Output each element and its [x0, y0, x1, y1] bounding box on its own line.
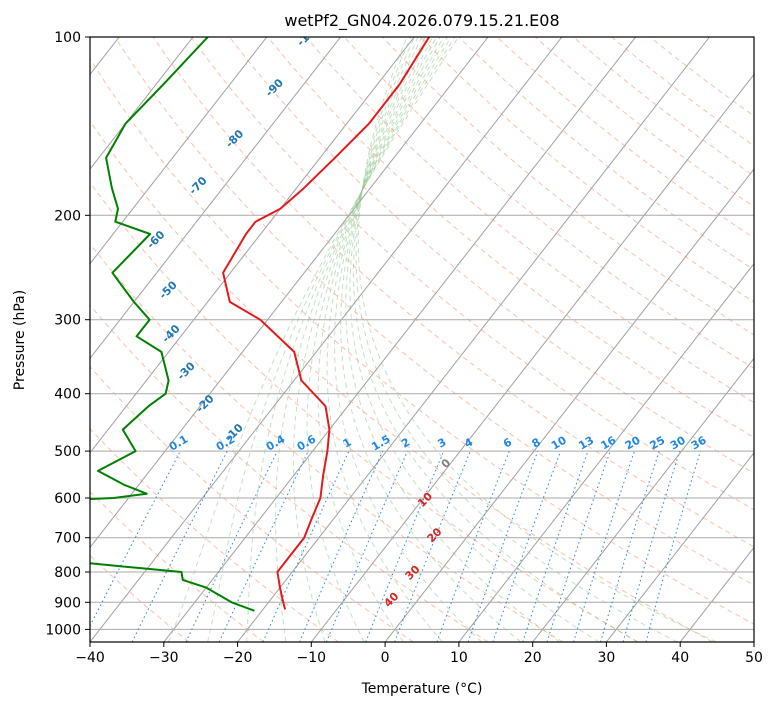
dry-adiabat-line	[0, 37, 638, 642]
moist-adiabat-label: 30	[403, 562, 423, 582]
x-axis-label: Temperature (°C)	[361, 681, 483, 697]
dry-adiabat-line	[0, 37, 488, 642]
moist-adiabat-line	[307, 37, 440, 642]
y-axis-label: Pressure (hPa)	[12, 290, 28, 390]
mixing-ratio-label: 6	[501, 435, 514, 450]
moist-adiabat-line	[358, 37, 716, 642]
mixing-ratio-line	[468, 451, 538, 642]
y-ticks: 100 200 300 400 500 600 700 800 900 1000	[45, 30, 90, 638]
dry-adiabat-line	[77, 37, 775, 642]
isotherm-line	[16, 37, 488, 642]
dry-adiabat-label: -30	[175, 359, 198, 382]
x-tick-label: 40	[671, 650, 689, 666]
isotherm-line	[754, 37, 775, 642]
mixing-ratio-label: 0.6	[295, 432, 319, 453]
x-tick-label: 10	[450, 650, 468, 666]
isotherm-line	[311, 37, 775, 642]
dry-adiabat-line	[497, 37, 775, 642]
dry-adiabat-label: -50	[157, 278, 180, 301]
mixing-ratio-label: 3	[435, 436, 448, 451]
x-tick-label: −20	[223, 650, 253, 666]
y-tick-label: 900	[54, 595, 81, 611]
y-tick-label: 400	[54, 387, 81, 403]
isotherm-line	[385, 37, 775, 642]
moist-adiabats	[168, 37, 716, 642]
mixing-ratio-label: 20	[623, 433, 643, 452]
dry-adiabat-line	[153, 37, 775, 642]
dry-adiabat-line	[191, 37, 775, 642]
isotherm-line	[238, 37, 710, 642]
moist-adiabat-line	[341, 37, 521, 642]
dry-adiabat-label: -40	[159, 322, 182, 345]
x-tick-label: −40	[75, 650, 105, 666]
mixing-ratio-line	[493, 451, 561, 642]
dry-adiabat-line	[459, 37, 775, 642]
moist-adiabat-label: 10	[415, 490, 435, 510]
isotherm-line	[606, 37, 775, 642]
y-tick-label: 1000	[45, 622, 81, 638]
moist-adiabat-line	[168, 37, 458, 642]
mixing-ratio-label: 1	[341, 436, 354, 451]
y-tick-label: 700	[54, 531, 81, 547]
dry-adiabat-line	[535, 37, 775, 642]
y-tick-label: 800	[54, 565, 81, 581]
x-tick-label: −10	[297, 650, 327, 666]
mixing-ratio-line	[326, 451, 407, 642]
mixing-ratio-label: 2	[399, 436, 412, 451]
y-tick-label: 100	[54, 30, 81, 46]
mixing-ratio-label: 4	[462, 435, 475, 450]
dewpoint-profile-line	[0, 37, 255, 611]
moist-adiabat-line	[327, 37, 442, 642]
mixing-ratio-label: 30	[668, 433, 688, 452]
mixing-ratio-line	[82, 451, 181, 642]
dry-adiabat-label: -90	[263, 76, 286, 99]
plot-frame	[90, 37, 754, 642]
moist-adiabat-line	[335, 37, 482, 642]
moist-adiabat-label: 0	[439, 456, 454, 471]
mixing-ratio-line	[623, 451, 680, 642]
moist-adiabat-line	[293, 37, 444, 642]
mixing-ratio-line	[186, 451, 277, 642]
x-tick-label: 20	[524, 650, 542, 666]
mixing-ratio-label: 10	[549, 433, 569, 452]
y-tick-label: 200	[54, 208, 81, 224]
moist-adiabat-label: 40	[381, 590, 401, 610]
x-tick-label: 0	[381, 650, 390, 666]
mixing-ratio-line	[574, 451, 635, 642]
mixing-ratio-line	[219, 451, 308, 642]
dry-adiabat-line	[382, 37, 775, 642]
isobars	[90, 37, 754, 629]
isotherm-line	[459, 37, 775, 642]
dry-adiabat-label: -60	[144, 228, 167, 251]
mixing-ratio-label: 25	[648, 434, 668, 453]
y-tick-label: 600	[54, 491, 81, 507]
dry-adiabat-line	[115, 37, 775, 642]
y-tick-label: 500	[54, 444, 81, 460]
mixing-ratio-label: 16	[599, 433, 619, 452]
x-tick-label: −30	[149, 650, 179, 666]
mixing-ratio-line	[263, 451, 349, 642]
x-ticks: −40 −30 −20 −10 0 10 20 30 40 50	[75, 642, 763, 666]
dry-adiabat-line	[0, 37, 413, 642]
x-tick-label: 30	[597, 650, 615, 666]
mixing-ratio-label: 13	[576, 434, 596, 453]
chart-title: wetPf2_GN04.2026.079.15.21.E08	[284, 11, 559, 31]
dry-adiabat-line	[0, 37, 264, 642]
mixing-ratio-line	[366, 451, 444, 642]
dry-adiabat-label: -20	[193, 392, 216, 415]
mixing-ratio-label: 0.1	[167, 433, 190, 454]
y-tick-label: 300	[54, 313, 81, 329]
mixing-ratio-label: 0.4	[264, 432, 288, 453]
mixing-ratio-line	[646, 451, 701, 642]
moist-adiabat-label: 20	[425, 525, 445, 545]
dry-adiabat-label: -80	[223, 127, 246, 150]
isotherm-line	[0, 37, 414, 642]
x-tick-label: 50	[745, 650, 763, 666]
moist-adiabat-line	[247, 37, 452, 642]
isotherm-line	[164, 37, 636, 642]
